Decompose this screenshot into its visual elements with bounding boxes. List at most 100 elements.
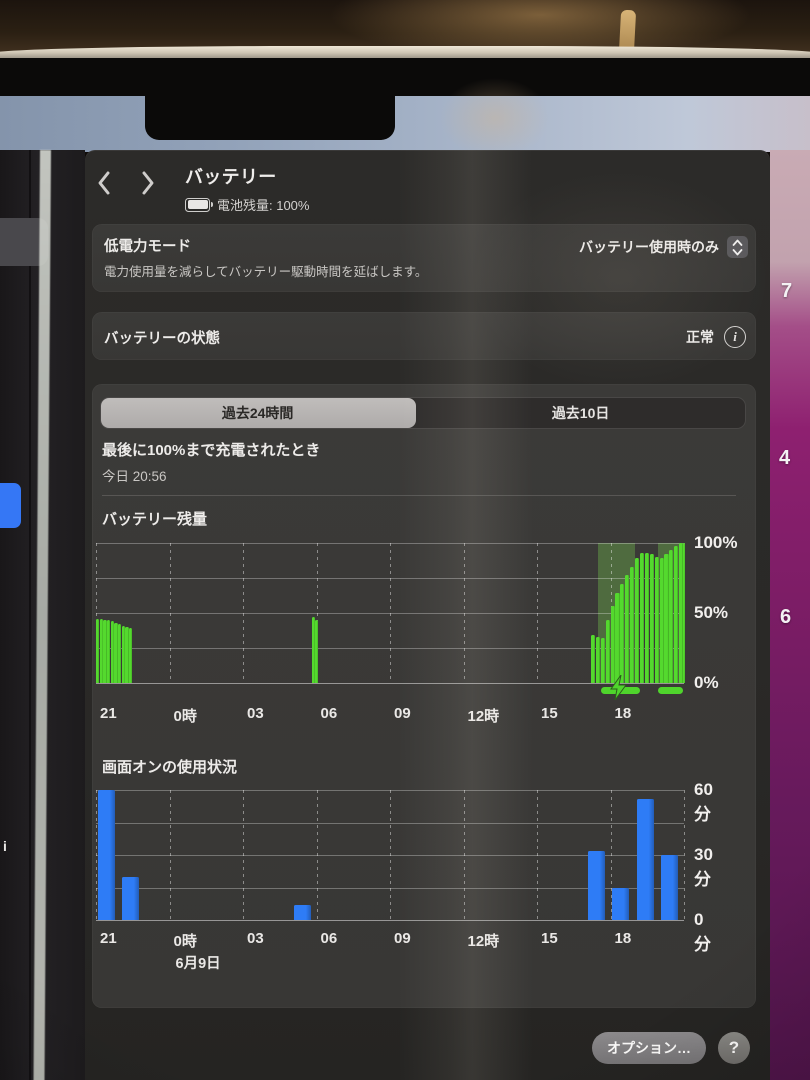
gridline-horizontal <box>96 790 684 791</box>
battery-level-bar <box>96 618 100 683</box>
battery-level-chart-title: バッテリー残量 <box>102 511 208 528</box>
battery-level-bar <box>315 620 319 683</box>
battery-level-bar <box>311 617 315 683</box>
gridline-vertical <box>169 790 171 920</box>
gridline-vertical <box>390 790 391 920</box>
battery-level-bar <box>125 627 129 683</box>
battery-level-bar <box>605 620 610 683</box>
battery-level-bar <box>625 575 630 683</box>
back-button[interactable] <box>95 170 115 201</box>
x-axis-label: 21 <box>100 930 117 947</box>
wallpaper-text-fragment: 6 <box>780 606 792 628</box>
selected-segment-background <box>101 398 417 428</box>
battery-health-value: 正常 <box>686 327 714 347</box>
gridline-vertical <box>610 790 612 920</box>
low-power-mode-description: 電力使用量を減らしてバッテリー駆動時間を延ばします。 <box>104 265 428 279</box>
screen-smudge <box>440 78 550 158</box>
battery-usage-panel: 過去24時間 過去10日 最後に100%まで充電されたとき 今日 20:56 バ… <box>92 384 756 1008</box>
battery-level-bar <box>121 625 125 683</box>
low-power-mode-popup[interactable]: バッテリー使用時のみ <box>579 236 748 258</box>
time-range-segmented-control: 過去24時間 過去10日 <box>100 397 746 429</box>
battery-level-bar <box>630 566 635 683</box>
screen-on-bar <box>97 790 115 920</box>
menu-bar-wallpaper-strip <box>0 96 810 152</box>
lightning-bolt-icon <box>608 674 629 705</box>
low-power-mode-label: 低電力モード <box>104 239 191 255</box>
macbook-notch <box>145 95 395 140</box>
x-axis-label: 06 <box>320 705 338 722</box>
x-axis-label: 03 <box>247 705 264 722</box>
x-axis-label: 18 <box>614 705 632 722</box>
gridline-horizontal <box>96 887 684 889</box>
y-axis-label: 0% <box>694 673 719 692</box>
screen-on-bar <box>612 887 630 920</box>
battery-level-bar <box>600 638 605 683</box>
battery-level-bar <box>595 636 600 683</box>
gridline-vertical <box>169 543 171 683</box>
screen-on-bar <box>661 855 679 920</box>
battery-level-bar <box>649 554 654 683</box>
battery-level-bar <box>683 543 686 683</box>
gridline-vertical <box>390 543 391 683</box>
battery-level-chart: 100% 50% 0% 21 0時 03 06 09 12時 15 18 <box>96 533 737 725</box>
tab-last-24-hours[interactable]: 過去24時間 <box>221 405 294 421</box>
battery-level-bar <box>590 635 596 683</box>
gridline-horizontal <box>96 855 684 856</box>
x-axis-label: 0時 <box>173 933 197 950</box>
screen-on-bar <box>122 876 140 920</box>
x-axis-label: 21 <box>100 705 117 722</box>
chevron-left-icon <box>98 171 110 195</box>
wallpaper-text-fragment: 4 <box>779 447 791 469</box>
x-axis-label: 0時 <box>173 708 197 725</box>
battery-level-bar <box>669 550 674 683</box>
gridline-vertical <box>684 790 685 920</box>
gridline-vertical <box>243 543 244 683</box>
battery-level-bar <box>674 545 679 683</box>
gridline-vertical <box>96 790 97 920</box>
x-axis-label: 18 <box>614 930 632 947</box>
tab-last-10-days[interactable]: 過去10日 <box>551 405 610 421</box>
screen-on-usage-chart-title: 画面オンの使用状況 <box>102 759 238 776</box>
system-settings-battery-window: バッテリー 電池残量: 100% 低電力モード 電力使用量を減らしてバッテリー駆… <box>85 150 770 1080</box>
low-power-mode-value: バッテリー使用時のみ <box>579 237 719 257</box>
gridline-horizontal <box>96 578 684 579</box>
background-window-accent-item[interactable] <box>0 483 21 528</box>
battery-level-bar <box>615 593 620 683</box>
options-button[interactable]: オプション… <box>592 1032 706 1064</box>
x-axis-label: 03 <box>247 930 264 947</box>
battery-level-bar <box>110 621 114 683</box>
battery-level-bar <box>664 554 669 683</box>
y-axis-label: 30分 <box>694 845 713 889</box>
forward-button[interactable] <box>137 170 157 201</box>
gridline-horizontal <box>96 683 684 684</box>
battery-level-bar <box>107 620 111 683</box>
battery-level-bar <box>654 557 659 683</box>
charging-strip <box>658 687 683 694</box>
gridline-horizontal <box>96 822 684 824</box>
x-axis-label: 12時 <box>468 705 500 726</box>
info-icon[interactable]: i <box>724 326 746 348</box>
x-axis-label: 12時 <box>468 930 500 951</box>
battery-level-bar <box>635 558 640 683</box>
gridline-vertical <box>537 543 538 683</box>
gridline-vertical <box>537 790 538 920</box>
macbook-lid-edge <box>0 46 810 61</box>
y-axis-label: 50% <box>694 603 729 622</box>
help-button[interactable]: ? <box>718 1032 750 1064</box>
x-axis-label: 09 <box>394 930 411 947</box>
battery-level-bar <box>659 558 664 683</box>
gridline-vertical <box>316 543 318 683</box>
battery-level-bar <box>114 622 118 683</box>
last-charged-label: 最後に100%まで充電されたとき <box>102 442 321 459</box>
wallpaper-text-fragment: 7 <box>781 280 793 302</box>
gridline-vertical <box>463 790 465 920</box>
battery-level-bar <box>639 552 645 683</box>
screen-on-bar <box>587 850 605 920</box>
x-axis-label: 09 <box>394 705 411 722</box>
background-window-text-fragment: i <box>3 838 7 854</box>
battery-level-bar <box>679 543 684 683</box>
battery-health-label: バッテリーの状態 <box>104 331 220 347</box>
battery-level-bar <box>118 624 122 683</box>
gridline-vertical <box>316 790 318 920</box>
